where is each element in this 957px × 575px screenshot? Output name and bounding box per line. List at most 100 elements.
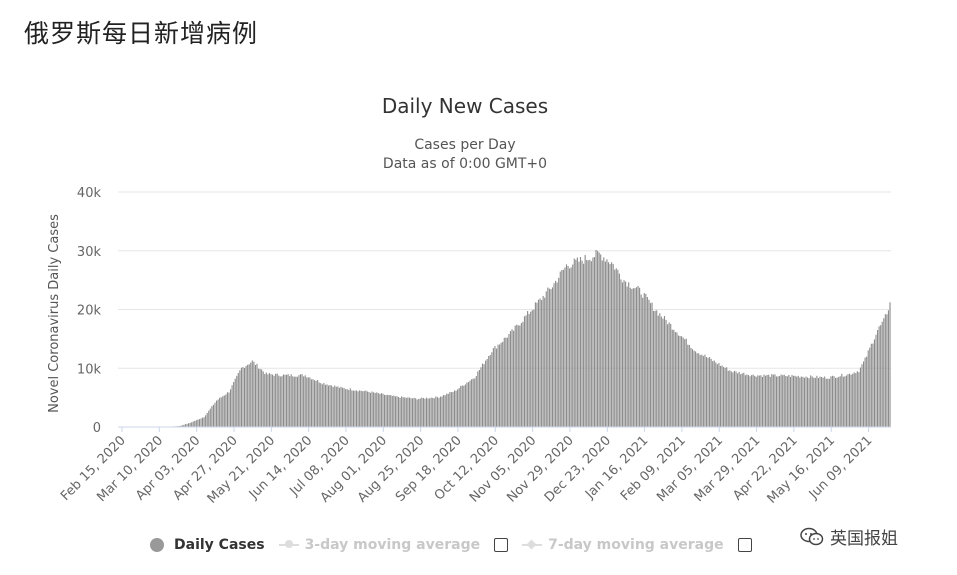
bar (805, 376, 807, 427)
bar (323, 383, 325, 427)
bar (495, 348, 498, 427)
bar (528, 313, 530, 427)
bar (576, 257, 578, 427)
bar (201, 417, 204, 427)
legend-item-7-day-average[interactable]: 7-day moving average (522, 537, 752, 553)
bar (180, 425, 182, 427)
bar (869, 347, 871, 427)
bar (320, 383, 322, 427)
bar (531, 310, 533, 427)
bar (214, 402, 216, 427)
bar (562, 269, 564, 427)
bar (699, 355, 701, 427)
bar (306, 377, 308, 427)
bar (194, 420, 196, 427)
bar (724, 367, 726, 427)
bar (667, 324, 669, 427)
y-tick-label: 20k (77, 304, 102, 319)
bar (447, 393, 449, 427)
bar (256, 363, 258, 427)
bar (466, 382, 468, 427)
bar (464, 384, 466, 427)
bar (483, 364, 485, 427)
bar (254, 364, 256, 427)
bar (284, 374, 286, 427)
bar (471, 379, 473, 427)
bar (741, 373, 743, 427)
bar (309, 377, 311, 427)
bar (295, 376, 297, 427)
bar (517, 325, 519, 427)
bar (183, 424, 185, 427)
bar (537, 299, 540, 427)
bar (467, 382, 470, 427)
bar (425, 397, 428, 427)
chart-subtitle: Cases per Day Data as of 0:00 GMT+0 (0, 136, 930, 174)
bar (242, 367, 244, 427)
bar (469, 380, 471, 427)
bar (634, 288, 636, 427)
bar (340, 386, 342, 427)
bar (587, 260, 589, 427)
bar (282, 374, 284, 427)
bar (558, 277, 560, 427)
bar (788, 374, 790, 427)
bar (569, 268, 571, 427)
bar (489, 355, 491, 427)
bar (326, 384, 328, 427)
bar (551, 287, 554, 427)
bar (345, 389, 347, 427)
legend-item-daily-cases[interactable]: Daily Cases (150, 537, 265, 553)
bar (803, 377, 806, 427)
bar (844, 376, 846, 427)
bar (654, 310, 656, 427)
bar (606, 259, 608, 427)
bar (215, 400, 218, 427)
bar (646, 297, 648, 427)
bar (516, 324, 518, 427)
7-day-average-checkbox[interactable] (737, 538, 752, 552)
bar (852, 373, 854, 427)
bar (488, 355, 490, 427)
bar (600, 254, 602, 427)
bar (679, 335, 681, 427)
bar (845, 375, 848, 427)
bar (709, 357, 711, 427)
bar (744, 375, 746, 427)
bar (509, 331, 512, 427)
bar (544, 297, 546, 427)
bar (751, 375, 753, 427)
bar (446, 393, 448, 427)
bar (508, 334, 510, 427)
bar (360, 390, 362, 427)
bar (478, 370, 480, 427)
bar (620, 279, 622, 427)
bar (331, 385, 333, 427)
bar (396, 396, 398, 427)
bar (783, 374, 785, 427)
bar (662, 318, 664, 427)
bar (441, 396, 443, 427)
bar (338, 387, 340, 427)
bar (866, 356, 868, 427)
bar (312, 379, 314, 427)
bar (547, 287, 549, 427)
bar (362, 391, 364, 427)
bar (786, 376, 788, 427)
legend-item-3-day-average[interactable]: 3-day moving average (278, 537, 509, 553)
bar (385, 394, 387, 427)
bar (671, 329, 673, 427)
bar (810, 375, 812, 427)
bar (318, 382, 320, 427)
bar (864, 357, 866, 427)
bar (373, 392, 375, 427)
bar (411, 398, 414, 427)
bar (452, 391, 454, 427)
bar (663, 315, 666, 427)
bar (399, 397, 401, 427)
bar (877, 330, 879, 427)
bar (374, 392, 376, 427)
3-day-average-checkbox[interactable] (494, 538, 509, 552)
bar (449, 392, 451, 427)
bar (855, 373, 857, 427)
